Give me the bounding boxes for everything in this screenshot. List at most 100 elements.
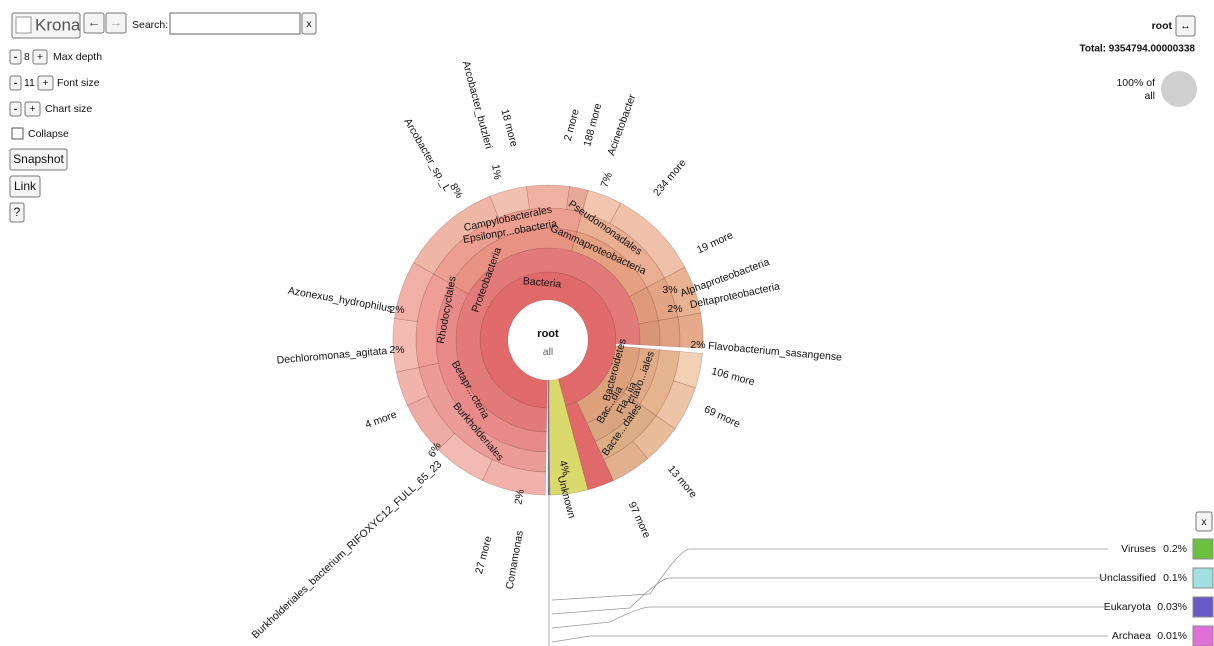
logo: Krona bbox=[35, 15, 81, 34]
wedge-label: 4% bbox=[556, 459, 572, 477]
wedge-label: 18 more bbox=[498, 108, 520, 148]
legend-name: Eukaryota bbox=[1104, 601, 1151, 613]
sunburst-wedge bbox=[638, 320, 661, 347]
legend-value: 0.03% bbox=[1157, 601, 1187, 613]
depth-minus[interactable] bbox=[9, 49, 22, 65]
wedge-label: 19 more bbox=[695, 229, 735, 256]
depth-plus-label: + bbox=[37, 51, 43, 63]
wedge-label: 7% bbox=[599, 171, 615, 189]
wedge-label: 2% bbox=[389, 344, 404, 356]
size-plus[interactable] bbox=[24, 101, 41, 117]
legend-swatch bbox=[1192, 625, 1214, 646]
sunburst-wedge bbox=[657, 316, 681, 348]
detail-total: Total: 9354794.00000338 bbox=[1080, 44, 1196, 55]
detail-of: all bbox=[1144, 90, 1155, 102]
sunburst-wedge bbox=[677, 312, 704, 349]
sunburst-wedge bbox=[664, 266, 701, 318]
sunburst-wedge bbox=[609, 202, 686, 279]
depth-label: Max depth bbox=[53, 51, 102, 63]
font-minus[interactable] bbox=[9, 75, 22, 91]
sunburst-wedge bbox=[581, 189, 622, 224]
sunburst-wedge bbox=[394, 262, 435, 322]
wedge-label: Comamonas bbox=[504, 530, 526, 591]
wedge-label: 234 more bbox=[651, 157, 689, 199]
wedge-label: 2% bbox=[667, 303, 682, 315]
legend-swatch bbox=[1192, 538, 1214, 560]
sunburst-wedge bbox=[413, 195, 499, 275]
sunburst-wedge bbox=[655, 380, 696, 430]
detail-toggle-icon: ↔ bbox=[1180, 20, 1191, 32]
wedge-label: Acinetobacter bbox=[605, 92, 638, 157]
sunburst-wedge bbox=[673, 351, 703, 389]
sunburst-wedge bbox=[646, 277, 679, 321]
forward-icon: → bbox=[110, 14, 123, 29]
collapse-checkbox[interactable] bbox=[11, 127, 24, 140]
depth-plus[interactable] bbox=[32, 49, 48, 65]
wedge-label: Azonexus_hydrophilus bbox=[287, 285, 393, 315]
snapshot-label: Snapshot bbox=[13, 152, 64, 166]
forward-button[interactable] bbox=[105, 12, 127, 34]
wedge-label: 1% bbox=[489, 163, 503, 180]
wedge-label: 13 more bbox=[665, 463, 699, 500]
legend-swatch bbox=[1192, 596, 1214, 618]
legend-value: 0.01% bbox=[1157, 630, 1187, 642]
size-label: Chart size bbox=[45, 103, 92, 115]
wedge-label: Flavobacterium_sasangense bbox=[708, 340, 843, 364]
font-value: 11 bbox=[24, 77, 35, 89]
depth-minus-label: - bbox=[14, 51, 18, 63]
sunburst-wedge bbox=[407, 395, 456, 451]
font-plus[interactable] bbox=[37, 75, 54, 91]
sunburst-wedge bbox=[566, 186, 589, 213]
font-label: Font size bbox=[57, 77, 100, 89]
legend-value: 0.1% bbox=[1163, 572, 1187, 584]
sunburst-wedge bbox=[450, 227, 578, 295]
logo-icon bbox=[15, 16, 32, 34]
detail-name: root bbox=[1152, 20, 1173, 32]
center-sub: all bbox=[543, 346, 554, 358]
detail-toggle[interactable] bbox=[1175, 15, 1196, 37]
collapse-label: Collapse bbox=[28, 128, 69, 140]
link-button[interactable] bbox=[9, 175, 41, 198]
legend-name: Viruses bbox=[1121, 543, 1156, 555]
wedge-label: 2 more bbox=[562, 107, 582, 142]
back-button[interactable] bbox=[83, 12, 105, 34]
snapshot-button[interactable] bbox=[9, 148, 68, 171]
legend-name: Archaea bbox=[1112, 630, 1151, 642]
help-button[interactable] bbox=[9, 202, 25, 223]
legend-name: Unclassified bbox=[1099, 572, 1156, 584]
sunburst-wedge bbox=[594, 403, 657, 461]
font-plus-label: + bbox=[42, 77, 48, 89]
wedge-label: 27 more bbox=[473, 535, 495, 575]
legend-leader bbox=[551, 548, 1108, 601]
wedge-label: 2% bbox=[389, 304, 404, 316]
sunburst-center bbox=[508, 300, 588, 380]
sunburst-wedge bbox=[603, 440, 649, 481]
back-icon: ← bbox=[88, 14, 101, 29]
depth-value: 8 bbox=[24, 51, 30, 63]
sunburst-wedge bbox=[433, 207, 583, 285]
link-label: Link bbox=[14, 179, 37, 193]
wedge-label: 2% bbox=[513, 488, 527, 505]
size-plus-label: + bbox=[29, 103, 35, 115]
wedge-label: 188 more bbox=[581, 102, 604, 148]
sunburst-wedge bbox=[622, 347, 660, 405]
wedge-label: Bacteria bbox=[522, 275, 562, 290]
help-label: ? bbox=[14, 205, 21, 219]
sunburst-wedge bbox=[576, 212, 665, 288]
size-minus[interactable] bbox=[9, 101, 22, 117]
wedge-label: 106 more bbox=[710, 365, 756, 388]
wedge-label: Arcobacter_butzleri bbox=[460, 60, 495, 150]
sunburst-wedge bbox=[628, 287, 659, 325]
search-input[interactable] bbox=[169, 12, 301, 35]
wedge-label: 4 more bbox=[364, 409, 399, 432]
search-clear-icon: x bbox=[306, 18, 312, 30]
wedge-label: Dechloromonas_agitata bbox=[276, 345, 388, 367]
wedge-label: 2% bbox=[690, 339, 705, 351]
search-clear[interactable] bbox=[301, 12, 317, 35]
legend-close[interactable] bbox=[1195, 511, 1213, 532]
wedge-label: Burkholderiales_bacterium_RIFOXYC12_FULL… bbox=[249, 458, 444, 641]
legend-leader bbox=[551, 577, 1108, 615]
detail-pie bbox=[1161, 71, 1197, 107]
search-label: Search: bbox=[132, 19, 168, 31]
